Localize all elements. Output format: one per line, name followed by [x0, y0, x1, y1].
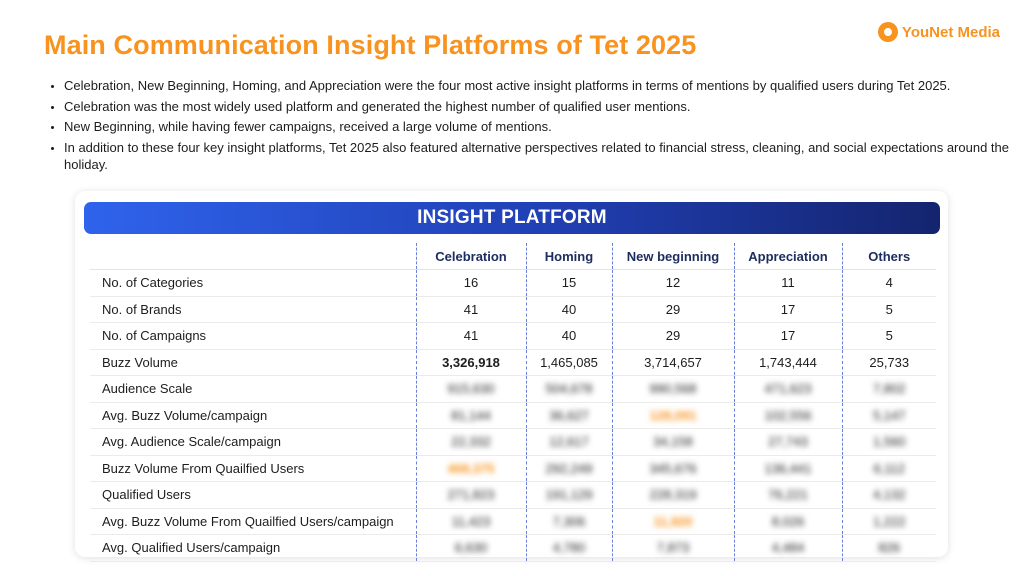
row-label: Avg. Buzz Volume From Quailfied Users/ca…: [90, 508, 416, 535]
cell-value: 1,743,444: [733, 349, 842, 376]
row-label: Avg. Qualified Users/campaign: [90, 534, 416, 562]
column-header-celebration: Celebration: [415, 243, 526, 270]
cell-value-blurred: 345,676: [611, 455, 734, 482]
row-label: No. of Campaigns: [90, 322, 416, 350]
cell-value-blurred: 504,678: [525, 375, 612, 403]
cell-value-blurred: 471,623: [733, 375, 842, 403]
column-header-appreciation: Appreciation: [733, 243, 842, 270]
cell-value: 17: [733, 296, 842, 323]
cell-value-highlight: 3,326,918: [415, 349, 526, 376]
cell-value-blurred: 8,026: [733, 508, 842, 535]
page-title: Main Communication Insight Platforms of …: [44, 30, 697, 60]
cell-value-blurred: 81,144: [415, 402, 526, 429]
cell-value-blurred: 1,560: [841, 428, 936, 456]
table-row: Audience Scale 915,630 504,678 990,568 4…: [90, 375, 936, 403]
row-label: Audience Scale: [90, 375, 416, 403]
table-row: No. of Brands 41 40 29 17 5: [90, 296, 936, 323]
cell-value: 4: [841, 269, 936, 297]
cell-value: 5: [841, 322, 936, 350]
table-row: No. of Campaigns 41 40 29 17 5: [90, 322, 936, 350]
cell-value-blurred-highlight: 468,375: [415, 455, 526, 482]
cell-value-blurred: 826: [841, 534, 936, 562]
column-header-others: Others: [841, 243, 936, 270]
row-label: No. of Categories: [90, 269, 416, 297]
insight-platform-table: Celebration Homing New beginning Appreci…: [90, 243, 936, 562]
cell-value: 40: [525, 296, 612, 323]
row-label: Qualified Users: [90, 481, 416, 509]
table-header-row: Celebration Homing New beginning Appreci…: [90, 243, 936, 270]
cell-value-blurred: 7,802: [841, 375, 936, 403]
cell-value-blurred: 4,132: [841, 481, 936, 509]
table-row: Avg. Buzz Volume/campaign 81,144 36,627 …: [90, 402, 936, 429]
cell-value: 15: [525, 269, 612, 297]
column-header-homing: Homing: [525, 243, 612, 270]
cell-value-blurred: 36,627: [525, 402, 612, 429]
row-label: Avg. Buzz Volume/campaign: [90, 402, 416, 429]
cell-value: 40: [525, 322, 612, 350]
table-row: No. of Categories 16 15 12 11 4: [90, 269, 936, 297]
cell-value: 29: [611, 296, 734, 323]
cell-value-blurred: 228,319: [611, 481, 734, 509]
column-header-new-beginning: New beginning: [611, 243, 734, 270]
cell-value: 3,714,657: [611, 349, 734, 376]
cell-value-blurred: 136,441: [733, 455, 842, 482]
row-label: Buzz Volume: [90, 349, 416, 376]
table-row: Qualified Users 271,823 191,129 228,319 …: [90, 481, 936, 509]
cell-value-blurred: 6,630: [415, 534, 526, 562]
cell-value: 41: [415, 296, 526, 323]
cell-value-blurred: 292,249: [525, 455, 612, 482]
table-row: Avg. Audience Scale/campaign 22,332 12,6…: [90, 428, 936, 456]
cell-value-blurred: 12,617: [525, 428, 612, 456]
cell-value: 17: [733, 322, 842, 350]
cell-value-blurred: 7,873: [611, 534, 734, 562]
younet-logo-icon: [877, 22, 898, 42]
bullet-item: In addition to these four key insight pl…: [64, 139, 1014, 173]
cell-value-blurred: 271,823: [415, 481, 526, 509]
logo-text: YouNet Media: [901, 23, 1000, 41]
cell-value-blurred: 990,568: [611, 375, 734, 403]
header-blank: [90, 243, 416, 270]
cell-value-blurred: 7,306: [525, 508, 612, 535]
cell-value-blurred: 76,221: [733, 481, 842, 509]
row-label: Buzz Volume From Quailfied Users: [90, 455, 416, 482]
table-row: Buzz Volume From Quailfied Users 468,375…: [90, 455, 936, 482]
cell-value-blurred: 11,423: [415, 508, 526, 535]
brand-logo: YouNet Media: [877, 22, 1000, 42]
cell-value-blurred: 22,332: [415, 428, 526, 456]
row-label: No. of Brands: [90, 296, 416, 323]
cell-value-blurred: 5,147: [841, 402, 936, 429]
bullet-item: New Beginning, while having fewer campai…: [64, 118, 1014, 135]
cell-value: 25,733: [841, 349, 936, 376]
cell-value-blurred: 27,743: [733, 428, 842, 456]
table-banner: INSIGHT PLATFORM: [84, 202, 940, 234]
summary-bullets: Celebration, New Beginning, Homing, and …: [48, 77, 1014, 176]
cell-value: 1,465,085: [525, 349, 612, 376]
bullet-item: Celebration was the most widely used pla…: [64, 98, 1014, 115]
cell-value-blurred: 6,112: [841, 455, 936, 482]
insight-platform-card: INSIGHT PLATFORM Celebration Homing New …: [75, 191, 948, 562]
cell-value: 16: [415, 269, 526, 297]
cell-value-blurred: 915,630: [415, 375, 526, 403]
table-row: Avg. Qualified Users/campaign 6,630 4,78…: [90, 534, 936, 562]
cell-value-blurred-highlight: 128,091: [611, 402, 734, 429]
cell-value-blurred: 4,484: [733, 534, 842, 562]
cell-value: 29: [611, 322, 734, 350]
cell-value: 5: [841, 296, 936, 323]
cell-value: 11: [733, 269, 842, 297]
cell-value: 41: [415, 322, 526, 350]
table-row: Avg. Buzz Volume From Quailfied Users/ca…: [90, 508, 936, 535]
row-label: Avg. Audience Scale/campaign: [90, 428, 416, 456]
table-row: Buzz Volume 3,326,918 1,465,085 3,714,65…: [90, 349, 936, 376]
cell-value-blurred: 34,158: [611, 428, 734, 456]
cell-value-blurred-highlight: 11,920: [611, 508, 734, 535]
cell-value-blurred: 1,222: [841, 508, 936, 535]
cell-value: 12: [611, 269, 734, 297]
bullet-item: Celebration, New Beginning, Homing, and …: [64, 77, 1014, 94]
cell-value-blurred: 4,780: [525, 534, 612, 562]
cell-value-blurred: 191,129: [525, 481, 612, 509]
cell-value-blurred: 102,556: [733, 402, 842, 429]
